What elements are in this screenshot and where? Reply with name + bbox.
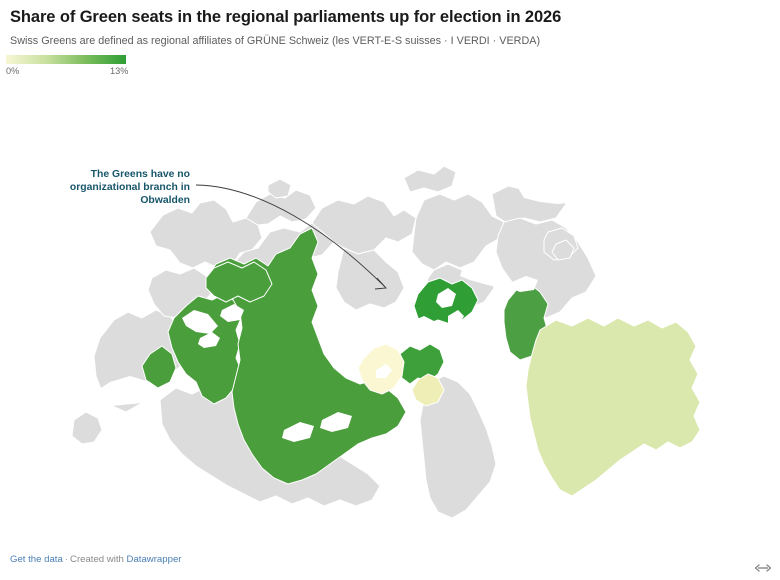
map-region-TI[interactable] (419, 375, 497, 519)
chart-subtitle: Swiss Greens are defined as regional aff… (10, 34, 541, 47)
lake-geneva (92, 376, 164, 406)
lake-constance (518, 174, 588, 204)
map-region-SH[interactable] (403, 165, 457, 193)
lake-walen (510, 276, 538, 292)
lake-brienz (320, 412, 352, 432)
map-annotation: The Greens have no organizational branch… (70, 169, 387, 290)
resize-horizontal-icon[interactable] (754, 561, 772, 573)
legend-gradient-bar (6, 55, 126, 65)
map-layer-highlighted (141, 227, 701, 497)
map-layer-no-data (71, 165, 597, 519)
chart-footer: Get the data · Created with Datawrapper (0, 554, 780, 566)
page-title: Share of Green seats in the regional par… (10, 8, 562, 26)
legend-tick-labels: 0% 13% (6, 66, 129, 79)
lake-biel (220, 304, 244, 322)
lake-lucerne (378, 316, 444, 344)
datawrapper-link[interactable]: Datawrapper (126, 553, 182, 565)
switzerland-canton-map[interactable]: The Greens have no organizational branch… (0, 82, 780, 532)
map-region-BS[interactable] (267, 178, 292, 199)
chart-header: Share of Green seats in the regional par… (0, 0, 780, 48)
legend-min-label: 0% (6, 66, 20, 77)
map-layer-lakes (92, 174, 588, 442)
lake-sihl (448, 310, 464, 326)
lake-sarnen (376, 364, 392, 378)
map-region-NW[interactable] (397, 343, 445, 385)
map-region-LU[interactable] (335, 247, 405, 311)
lake-zurich (460, 262, 508, 288)
legend-max-label: 13% (110, 66, 129, 77)
map-region-UR[interactable] (411, 373, 445, 407)
annotation-line-2: organizational branch in (70, 182, 190, 193)
lake-murten (198, 332, 220, 348)
map-region-AI[interactable] (551, 239, 575, 261)
map-region-JU[interactable] (149, 199, 263, 269)
lake-neuchatel (182, 310, 218, 334)
created-with-label: Created with (70, 553, 127, 565)
map-region-GR[interactable] (525, 317, 701, 497)
annotation-line-3: Obwalden (140, 195, 190, 206)
get-the-data-link[interactable]: Get the data (10, 553, 63, 565)
lake-zug (436, 288, 456, 308)
map-container[interactable]: The Greens have no organizational branch… (0, 82, 780, 532)
footer-separator: · (64, 553, 69, 565)
lake-thun (282, 422, 314, 442)
color-legend: 0% 13% (0, 55, 142, 79)
map-region-BE-north[interactable] (205, 261, 273, 303)
map-region-GE[interactable] (71, 411, 103, 445)
annotation-line-1: The Greens have no (91, 169, 190, 180)
annotation-arrow-head (374, 277, 387, 290)
map-region-ZH[interactable] (411, 193, 505, 271)
annotation-connector-line (195, 184, 386, 288)
